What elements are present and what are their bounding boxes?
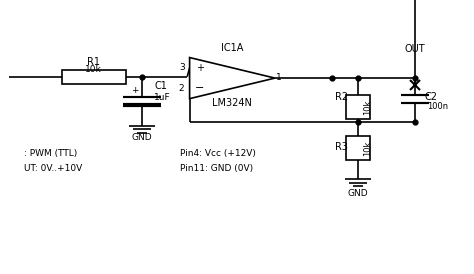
Text: LM324N: LM324N (212, 98, 252, 108)
Text: OUT: OUT (404, 44, 425, 54)
Text: C2: C2 (424, 92, 437, 102)
Text: +: + (196, 63, 204, 73)
Text: C1: C1 (154, 81, 167, 91)
Text: 10k: 10k (85, 65, 102, 74)
Text: 2: 2 (179, 84, 184, 93)
Text: 1: 1 (276, 73, 282, 82)
Polygon shape (190, 58, 275, 99)
Text: Pin4: Vcc (+12V): Pin4: Vcc (+12V) (180, 149, 256, 158)
Text: GND: GND (347, 189, 368, 198)
Text: +: + (131, 87, 139, 95)
Text: 1uF: 1uF (154, 93, 171, 102)
Text: 10k: 10k (363, 100, 372, 115)
Text: 3: 3 (180, 63, 185, 72)
Text: Pin11: GND (0V): Pin11: GND (0V) (180, 164, 253, 173)
Bar (62, 70, 126, 84)
Text: R2: R2 (335, 92, 348, 102)
Bar (346, 136, 370, 160)
Text: 10k: 10k (363, 141, 372, 156)
Text: : PWM (TTL): : PWM (TTL) (24, 149, 77, 158)
Text: GND: GND (132, 133, 153, 141)
Text: IC1A: IC1A (221, 43, 244, 53)
Bar (346, 95, 370, 119)
Text: UT: 0V..+10V: UT: 0V..+10V (24, 164, 82, 173)
Text: 100n: 100n (427, 102, 448, 111)
Text: −: − (195, 83, 205, 93)
Text: R1: R1 (87, 57, 100, 67)
Text: R3: R3 (336, 142, 348, 152)
